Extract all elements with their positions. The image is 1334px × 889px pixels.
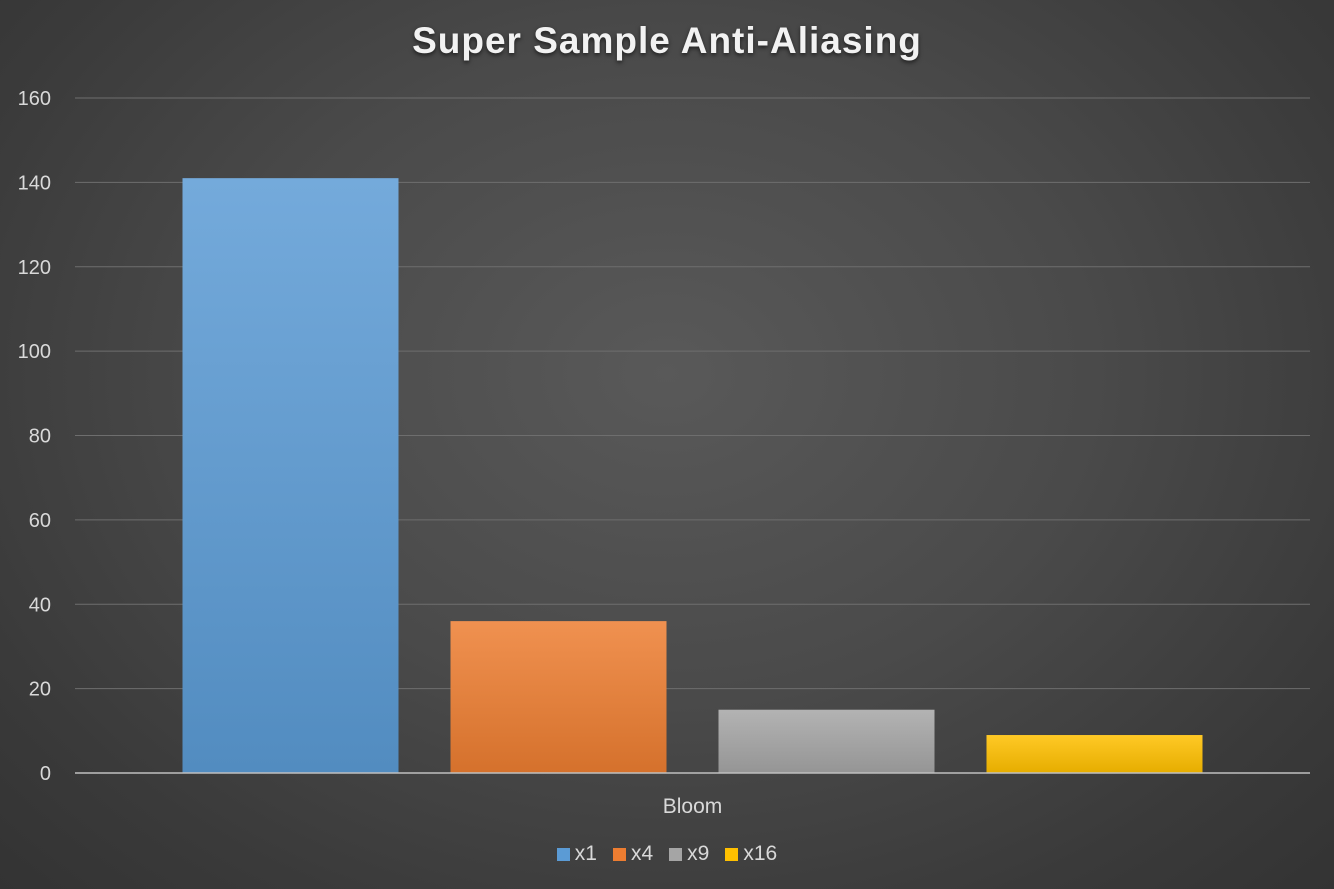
legend-swatch xyxy=(725,847,739,861)
legend-swatch xyxy=(612,847,626,861)
y-tick-label: 140 xyxy=(18,172,51,194)
y-tick-label: 60 xyxy=(29,510,51,532)
y-tick-label: 40 xyxy=(29,594,51,616)
legend-swatch xyxy=(669,847,683,861)
legend-label: x1 xyxy=(574,842,597,865)
bar-x1 xyxy=(182,178,399,773)
y-tick-label: 160 xyxy=(18,88,51,110)
y-tick-label: 0 xyxy=(40,763,51,785)
bar-x4 xyxy=(450,621,667,773)
legend-item-x9: x9 xyxy=(669,842,709,866)
legend-swatch xyxy=(556,847,570,861)
legend: x1 x4 x9 x16 xyxy=(0,842,1334,866)
y-tick-label: 120 xyxy=(18,257,51,279)
bars xyxy=(182,178,1203,773)
bar-x16 xyxy=(986,735,1203,773)
legend-item-x1: x1 xyxy=(556,842,597,866)
y-tick-label: 20 xyxy=(29,679,51,701)
y-tick-label: 80 xyxy=(29,426,51,448)
legend-label: x4 xyxy=(630,842,654,865)
legend-item-x16: x16 xyxy=(725,842,777,866)
y-axis: 0 20 40 60 80 100 120 140 160 xyxy=(18,88,51,785)
x-axis: Bloom xyxy=(663,795,723,818)
bar-x9 xyxy=(718,709,935,773)
chart-title: Super Sample Anti-Aliasing xyxy=(412,20,922,61)
legend-item-x4: x4 xyxy=(612,842,654,866)
y-tick-label: 100 xyxy=(18,341,51,363)
legend-label: x9 xyxy=(687,842,710,865)
x-tick-label: Bloom xyxy=(663,795,723,818)
legend-label: x16 xyxy=(743,842,778,865)
